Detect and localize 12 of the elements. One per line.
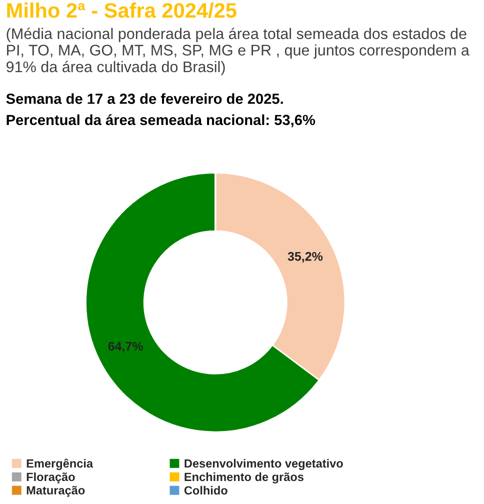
legend-label: Desenvolvimento vegetativo [184, 458, 343, 470]
legend-label: Colhido [184, 486, 228, 495]
legend-label: Floração [26, 472, 75, 484]
text: Percentual da área semeada nacional: 53,6% [6, 114, 316, 128]
text: Semana de 17 a 23 de fevereiro de 2025. [6, 93, 283, 104]
legend-label: Enchimento de grãos [184, 472, 304, 484]
chart-subtitle: (Média nacional ponderada pela área total semeada dos estados de PI, TO, MA, GO, MT, MS, SP, MG e PR , que juntos correspondem a 91% da área cultivada do Brasil) [6, 28, 470, 76]
legend-label: Emergência [26, 458, 94, 470]
chart-title: Milho 2ª - Safra 2024/25 [7, 2, 236, 18]
data-label: 35,2% [288, 252, 323, 263]
data-label: 64,7% [108, 342, 143, 353]
legend-label: Maturação [26, 486, 85, 497]
